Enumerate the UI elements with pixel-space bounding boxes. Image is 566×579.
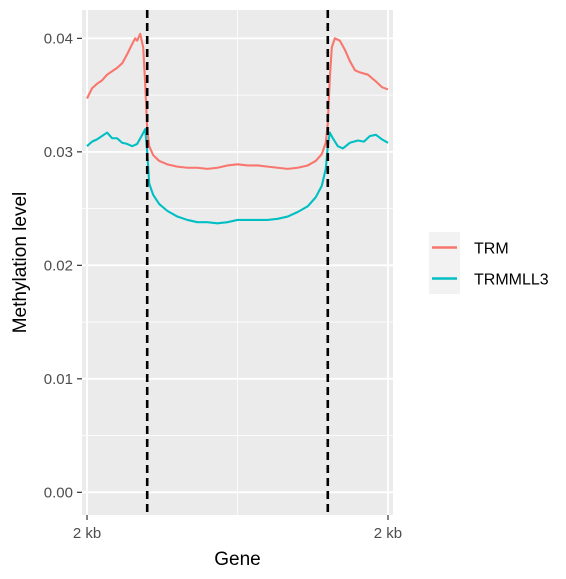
- series-line-trmmll3: [86, 128, 389, 225]
- x-tick-label: 2 kb: [73, 525, 101, 542]
- series-lines: [86, 32, 389, 225]
- y-axis-title: Methylation level: [10, 192, 31, 334]
- y-tick-label: 0.00: [44, 484, 73, 501]
- minor-gridlines: [82, 10, 393, 515]
- x-tick-label: 2 kb: [374, 525, 402, 542]
- y-tick-label: 0.01: [44, 371, 73, 388]
- legend-label-trmmll3: TRMMLL3: [474, 272, 549, 289]
- major-gridlines: [82, 10, 393, 515]
- y-axis-ticks: 0.00 0.01 0.02 0.03 0.04: [44, 30, 82, 501]
- gene-boundary-lines: [145, 10, 330, 515]
- legend: TRM TRMMLL3: [429, 232, 549, 294]
- x-axis-ticks: 2 kb 2 kb: [73, 515, 402, 542]
- x-axis-title: Gene: [214, 549, 260, 570]
- y-tick-label: 0.03: [44, 144, 73, 161]
- series-line-trm: [86, 32, 389, 170]
- y-tick-label: 0.02: [44, 257, 73, 274]
- y-tick-label: 0.04: [44, 30, 73, 47]
- legend-label-trm: TRM: [474, 241, 509, 258]
